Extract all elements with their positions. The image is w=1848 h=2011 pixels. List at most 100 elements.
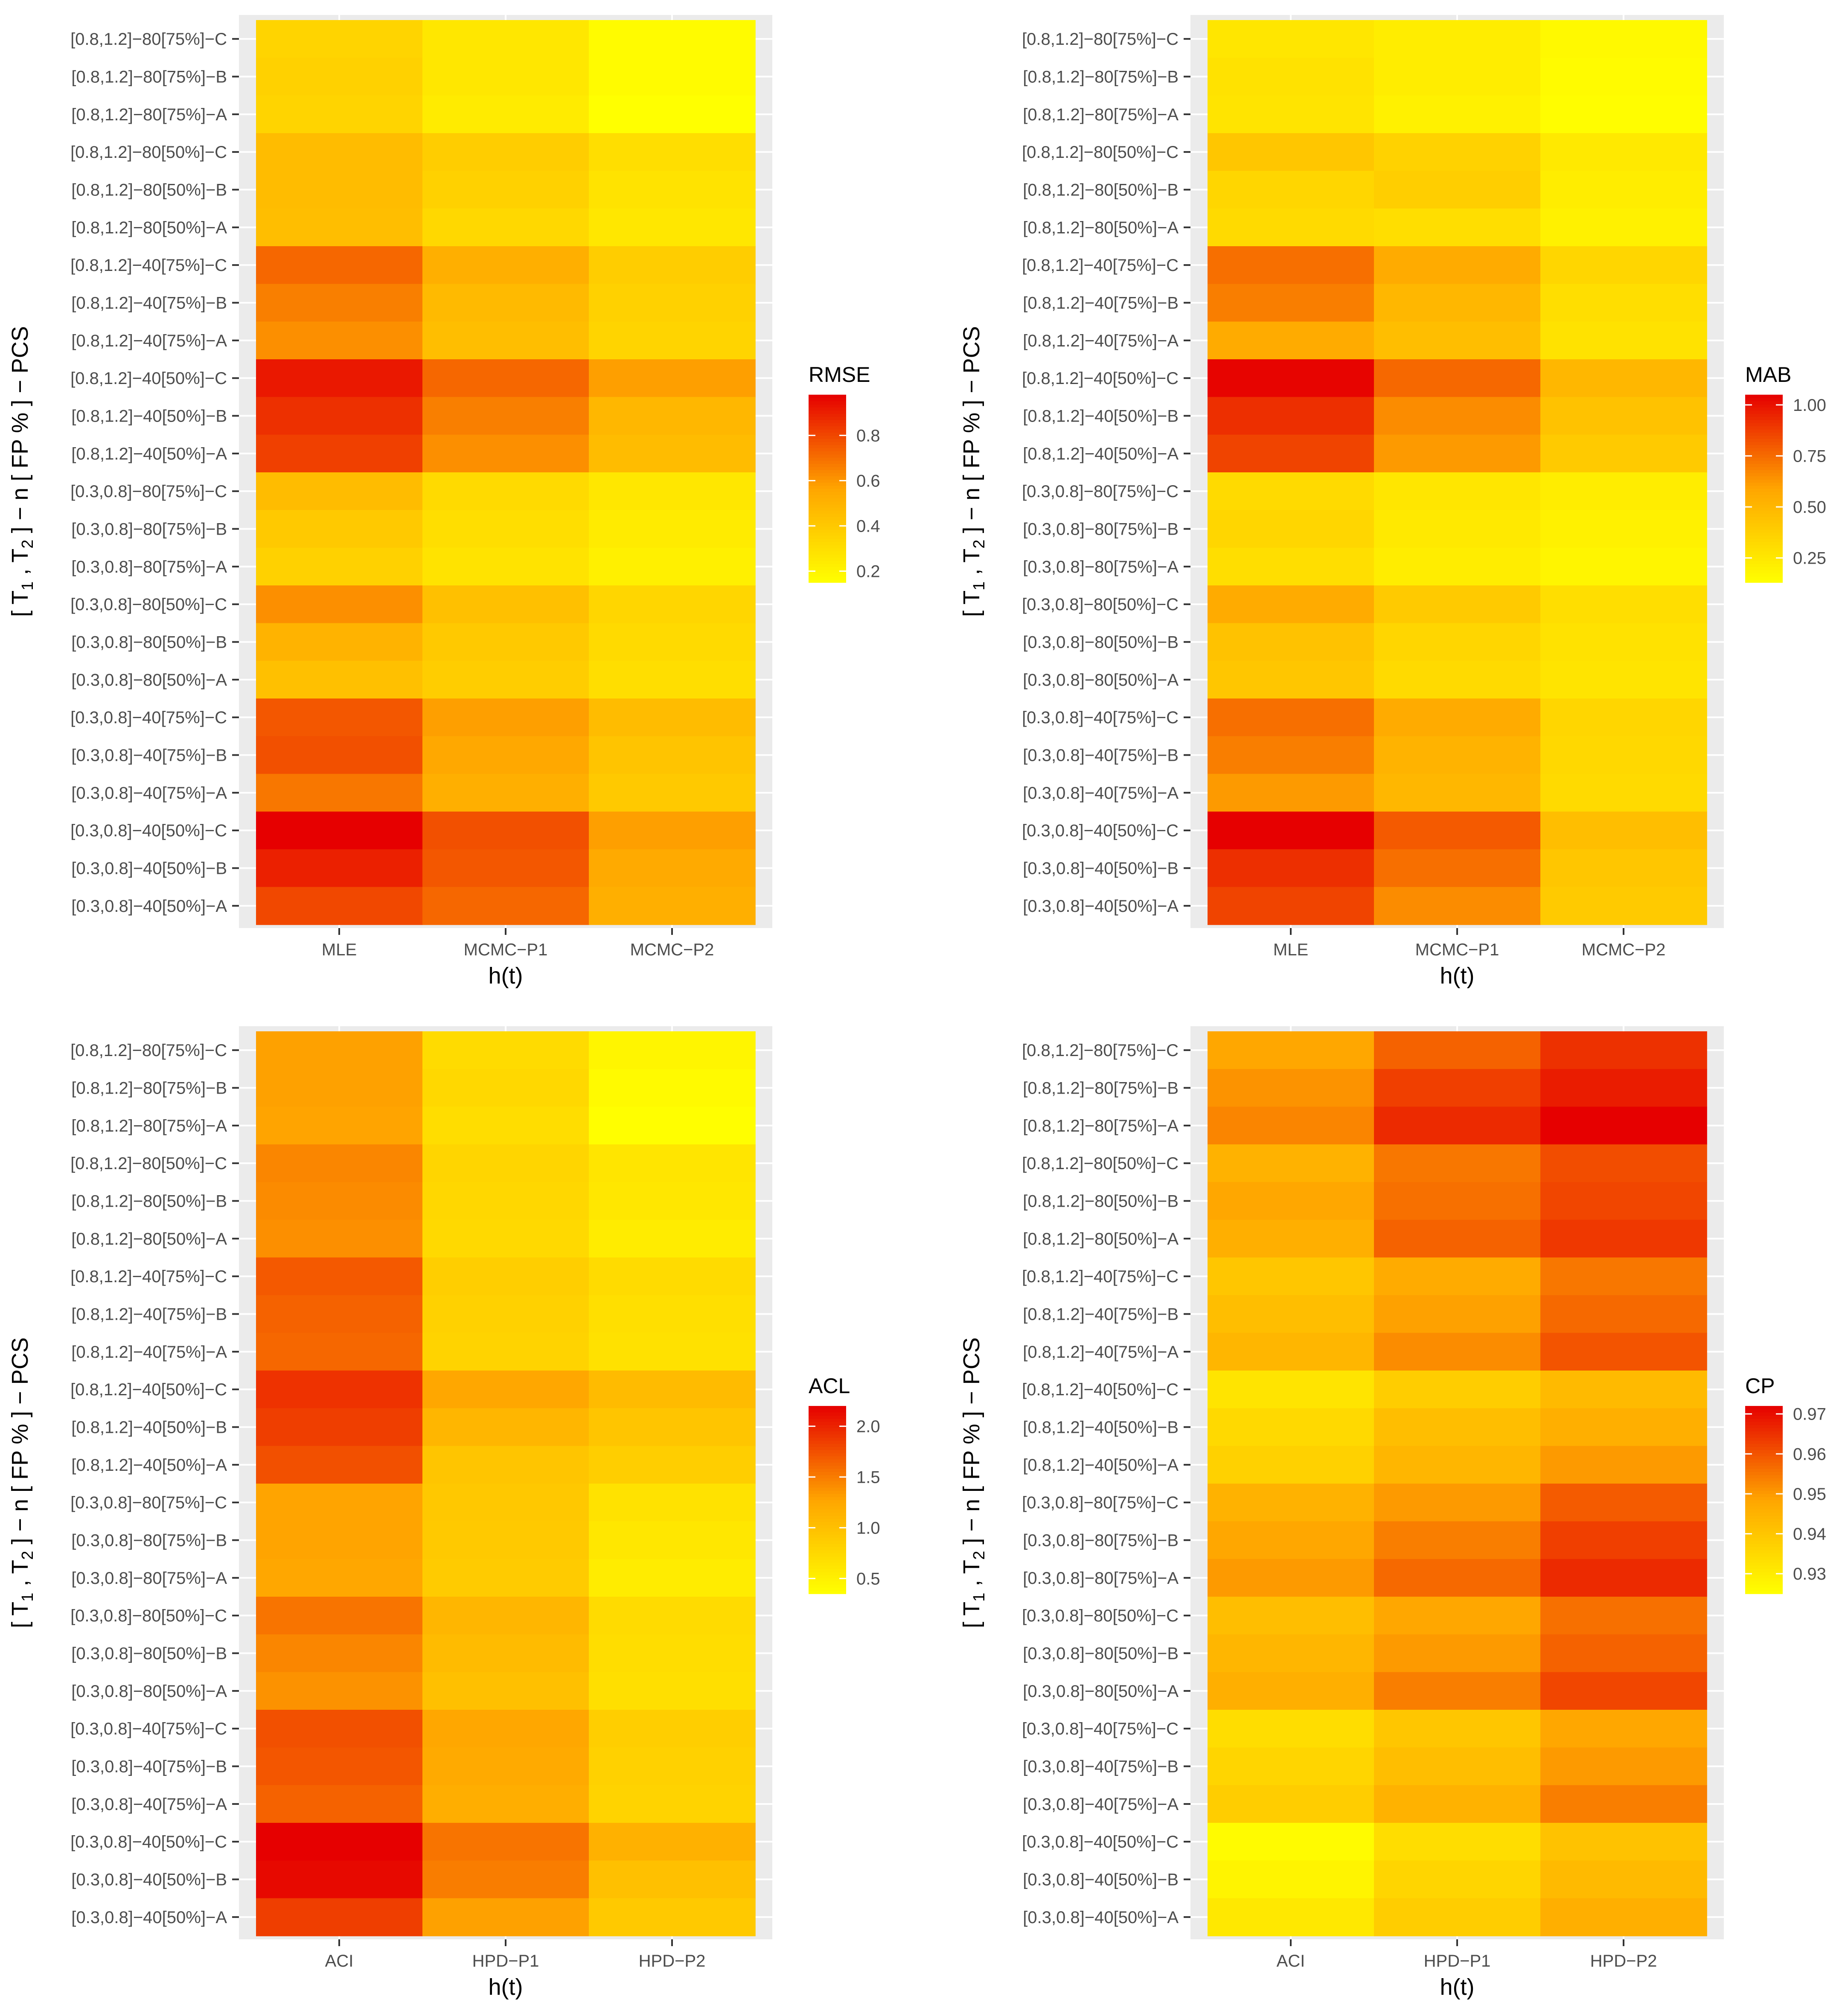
legend-color-step [809,1531,846,1535]
heatmap-tile [1374,1446,1541,1484]
heatmap-tile [256,1785,423,1823]
heatmap-tile [1374,1823,1541,1861]
y-tick-label: [0.8,1.2]−40[50%]−A [71,445,227,463]
legend-color-step [809,454,846,458]
legend-color-step [809,495,846,498]
heatmap-tile [256,1106,423,1145]
heatmap-tile [256,397,423,435]
y-tick-label: [0.3,0.8]−40[75%]−A [71,784,227,803]
heatmap-tile [1540,774,1707,812]
legend-color-step [809,501,846,505]
y-tick-label: [0.8,1.2]−80[50%]−A [1023,218,1179,237]
heatmap-tile [256,1408,423,1446]
heatmap-tile [1374,434,1541,473]
legend-color-step [1745,1519,1783,1522]
legend-color-step [809,1537,846,1541]
heatmap-tile [589,1257,756,1296]
y-tick-label: [0.3,0.8]−40[50%]−C [1022,1833,1179,1851]
heatmap-tile [589,1031,756,1070]
heatmap-tile [589,1182,756,1220]
legend-color-step [1745,1587,1783,1591]
x-tick-label: HPD−P1 [1424,1952,1491,1970]
legend-color-step [809,1434,846,1438]
heatmap-tile [589,1333,756,1371]
legend-color-step [809,426,846,430]
legend-color-step [809,579,846,583]
y-tick-label: [0.8,1.2]−40[75%]−C [1022,1267,1179,1286]
heatmap-tile [1540,1069,1707,1107]
legend-color-step [1745,1421,1783,1425]
legend-color-step [809,1421,846,1425]
heatmap-tile [256,58,423,96]
y-tick-label: [0.8,1.2]−80[75%]−B [1023,1079,1179,1098]
heatmap-tile [422,397,589,435]
heatmap-tile [1208,1634,1374,1673]
y-tick-label: [0.8,1.2]−80[50%]−A [71,1230,227,1249]
legend-color-step [1745,573,1783,577]
heatmap-tile [1540,1333,1707,1371]
heatmap-tile [1208,1295,1374,1333]
y-tick-label: [0.8,1.2]−80[50%]−B [1023,181,1179,200]
y-axis-title-part: [ T [7,1602,33,1628]
y-tick-label: [0.8,1.2]−80[75%]−C [70,30,227,49]
legend-tick-label: 0.97 [1793,1405,1826,1424]
heatmap-tile [1208,774,1374,812]
heatmap-tile [422,359,589,398]
heatmap-tile [589,623,756,661]
heatmap-tile [1374,698,1541,737]
heatmap-tile [422,1823,589,1861]
legend-color-step [809,517,846,521]
y-axis-title-subscript: 1 [19,582,37,591]
heatmap-tile [256,1559,423,1597]
heatmap-tile [1208,1672,1374,1710]
legend-color-step [809,573,846,577]
y-tick-label: [0.3,0.8]−40[50%]−B [71,1871,227,1889]
x-tick-label: MLE [322,940,357,959]
y-tick-label: [0.8,1.2]−80[50%]−B [71,181,227,200]
heatmap-tile [1374,887,1541,925]
heatmap-tile [256,1031,423,1070]
y-tick-label: [0.3,0.8]−40[75%]−B [71,1758,227,1776]
legend-color-step [809,1509,846,1513]
heatmap-tile [422,20,589,58]
y-tick-label: [0.8,1.2]−80[50%]−A [71,218,227,237]
legend-color-step [809,1503,846,1507]
heatmap-tile [256,1446,423,1484]
legend-color-step [809,482,846,486]
legend-color-step [1745,489,1783,492]
legend-color-step [1745,1412,1783,1416]
heatmap-tile [1540,1219,1707,1258]
legend-color-step [809,504,846,508]
legend-color-step [1745,1525,1783,1528]
y-tick-label: [0.3,0.8]−40[50%]−A [1023,1908,1179,1927]
heatmap-tile [1208,1710,1374,1748]
legend-color-step [1745,1446,1783,1450]
legend-color-step [1745,1434,1783,1438]
legend-color-step [1745,545,1783,549]
y-tick-label: [0.8,1.2]−40[75%]−A [1023,1343,1179,1362]
legend-color-step [809,1584,846,1588]
heatmap-tile [256,1747,423,1786]
legend-color-step [809,1572,846,1575]
legend-color-step [809,489,846,492]
y-tick-label: [0.8,1.2]−40[50%]−C [70,1380,227,1399]
legend-color-step [1745,529,1783,533]
heatmap-tile [1374,359,1541,398]
x-axis-title: h(t) [489,1974,523,2000]
legend-color-step [1745,1431,1783,1435]
legend-color-step [1745,1440,1783,1444]
legend: CP 0.93 0.94 0.95 0.96 0.97 [1745,1374,1826,1594]
legend-color-step [1745,1512,1783,1516]
legend-color-step [1745,398,1783,402]
legend-color-step [1745,404,1783,408]
heatmap-tile [1374,510,1541,548]
y-tick-label: [0.8,1.2]−80[50%]−B [1023,1192,1179,1211]
y-tick-label: [0.8,1.2]−40[75%]−B [1023,1305,1179,1324]
legend-color-step [809,1478,846,1481]
legend-tick-label: 1.5 [856,1468,880,1487]
heatmap-tile [1374,1333,1541,1371]
heatmap-tile [589,1785,756,1823]
legend-color-step [809,1553,846,1557]
heatmap-tile [1208,397,1374,435]
y-tick-label: [0.3,0.8]−80[75%]−A [71,558,227,576]
